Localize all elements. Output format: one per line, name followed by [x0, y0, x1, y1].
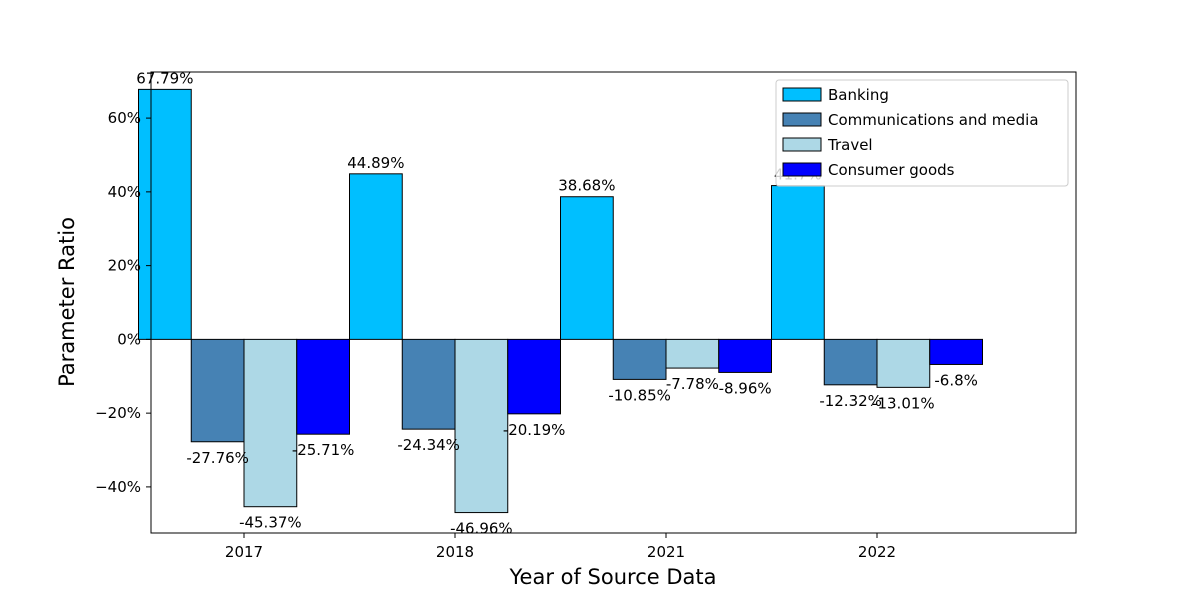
legend: Banking Communications and media Travel Con… [775, 79, 1069, 187]
legend-swatch [782, 87, 822, 102]
data-label: -25.71% [292, 441, 355, 459]
data-label: 67.79% [136, 69, 193, 87]
bar [296, 338, 350, 435]
x-axis-title: Year of Source Data [509, 565, 717, 589]
y-tick-label: 60% [108, 109, 141, 127]
data-label: -12.32% [819, 392, 882, 410]
legend-label: Communications and media [828, 111, 1039, 129]
data-label: 38.68% [558, 177, 615, 195]
legend-label: Banking [828, 86, 889, 104]
data-label: -6.8% [934, 371, 978, 389]
data-label: -13.01% [872, 394, 935, 412]
y-tick-label: −40% [95, 478, 141, 496]
plot-frame [150, 71, 1077, 534]
legend-swatch [782, 137, 822, 152]
bar [243, 338, 298, 508]
data-label: -45.37% [239, 514, 302, 532]
bar [929, 338, 983, 365]
bars-layer [138, 88, 983, 514]
y-tick-label: 40% [108, 183, 141, 201]
x-tick-label: 2017 [225, 543, 263, 561]
y-tick-label: −20% [95, 404, 141, 422]
data-label: -24.34% [397, 436, 460, 454]
bar [401, 338, 456, 430]
bar [665, 338, 720, 369]
bar [718, 338, 772, 373]
legend-swatch [782, 162, 822, 177]
bar [771, 185, 825, 340]
data-label: -20.19% [503, 421, 566, 439]
data-label: -7.78% [666, 375, 719, 393]
x-tick-label: 2021 [647, 543, 685, 561]
data-label: 44.89% [347, 154, 404, 172]
legend-label: Travel [827, 136, 873, 154]
bar [876, 338, 931, 388]
data-label: -8.96% [719, 379, 772, 397]
bar [138, 88, 192, 340]
x-tick-label: 2022 [858, 543, 896, 561]
axes-layer: −40% −20% 0% 20% 40% 60% 2017 2018 2021 2022 [95, 109, 896, 561]
bar [349, 173, 403, 340]
data-label: -46.96% [450, 520, 513, 538]
data-label: -27.76% [186, 449, 249, 467]
bar [190, 338, 245, 443]
bar [454, 338, 509, 514]
legend-label: Consumer goods [828, 161, 955, 179]
y-axis-title: Parameter Ratio [55, 217, 79, 387]
bar [560, 196, 614, 340]
y-tick-label: 20% [108, 257, 141, 275]
bar [823, 338, 878, 386]
bar [612, 338, 667, 380]
y-tick-label: 0% [117, 330, 141, 348]
legend-box [775, 79, 1069, 187]
data-label: -10.85% [608, 386, 671, 404]
bar [507, 338, 561, 415]
x-tick-label: 2018 [436, 543, 474, 561]
legend-swatch [782, 112, 822, 127]
